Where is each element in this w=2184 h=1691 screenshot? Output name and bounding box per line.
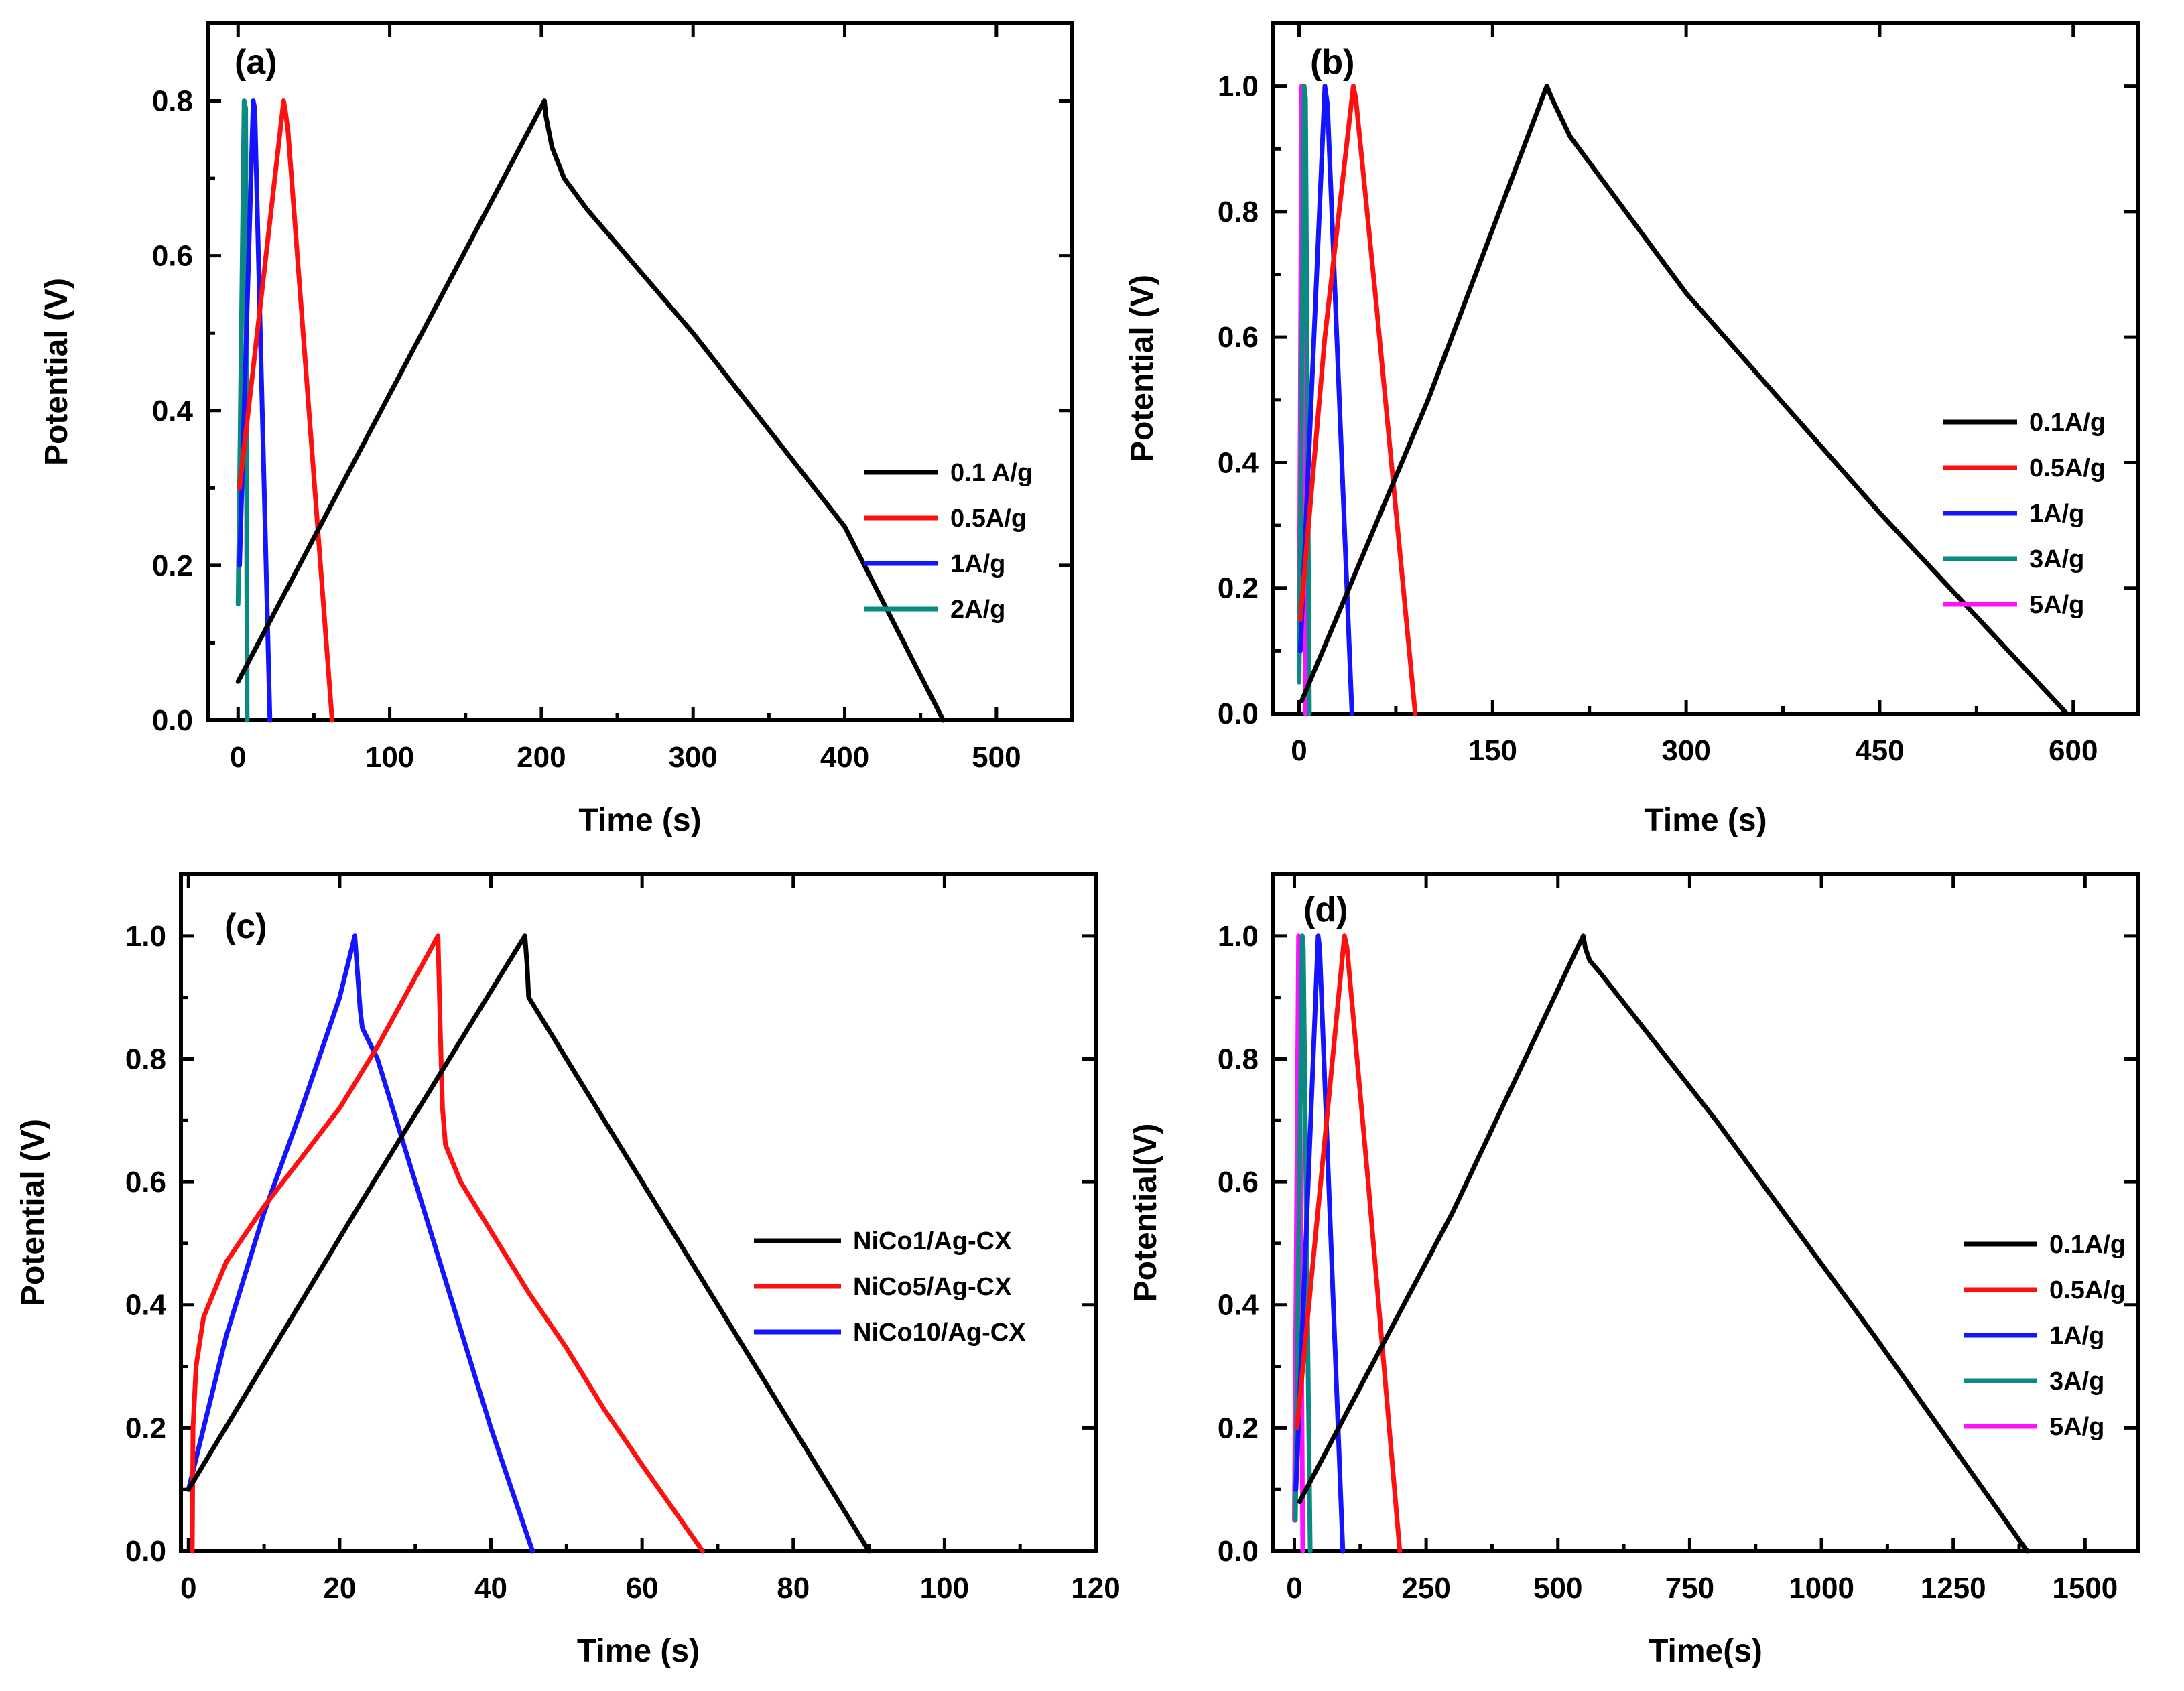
series-line bbox=[237, 98, 273, 723]
y-tick-label: 0.6 bbox=[152, 240, 193, 273]
legend-label: 3A/g bbox=[2049, 1367, 2104, 1396]
legend-label: NiCo10/Ag-CX bbox=[853, 1318, 1026, 1347]
plot-frame bbox=[1271, 21, 2140, 716]
y-tick-label: 1.0 bbox=[125, 920, 166, 953]
y-tick-label: 0.0 bbox=[1218, 697, 1259, 730]
y-tick-label: 0.2 bbox=[1218, 1412, 1259, 1444]
y-tick-label: 0.2 bbox=[152, 549, 193, 582]
legend-label: 0.1A/g bbox=[2049, 1231, 2126, 1259]
y-axis-label: Potential (V) bbox=[39, 278, 74, 466]
x-tick-label: 100 bbox=[920, 1572, 969, 1605]
y-tick-label: 0.8 bbox=[125, 1042, 166, 1075]
y-tick-label: 0.6 bbox=[125, 1166, 166, 1199]
series-line bbox=[237, 98, 335, 723]
x-axis-label: Time (s) bbox=[1644, 803, 1767, 838]
y-tick-label: 0.2 bbox=[125, 1412, 166, 1444]
x-axis-label: Time (s) bbox=[578, 803, 701, 838]
panel-label: (c) bbox=[224, 907, 267, 946]
x-tick-label: 150 bbox=[1468, 734, 1517, 767]
y-tick-label: 0.6 bbox=[1218, 1166, 1259, 1199]
legend-label: 5A/g bbox=[2049, 1413, 2104, 1441]
y-tick-label: 0.8 bbox=[1218, 1042, 1259, 1075]
y-tick-label: 0.4 bbox=[1218, 446, 1259, 479]
series-line bbox=[235, 98, 946, 723]
legend-label: 1A/g bbox=[950, 550, 1005, 578]
plot-frame bbox=[1271, 872, 2140, 1553]
series-line bbox=[1297, 84, 1312, 716]
panel-label: (b) bbox=[1310, 43, 1354, 82]
x-tick-label: 500 bbox=[972, 741, 1021, 774]
y-tick-label: 0.8 bbox=[152, 85, 193, 118]
x-tick-label: 400 bbox=[820, 741, 869, 774]
x-tick-label: 100 bbox=[365, 741, 414, 774]
y-tick-label: 0.0 bbox=[152, 704, 193, 737]
y-tick-label: 0.0 bbox=[125, 1535, 166, 1568]
y-tick-label: 0.4 bbox=[1218, 1289, 1259, 1322]
x-tick-label: 80 bbox=[777, 1572, 810, 1605]
x-tick-label: 0 bbox=[180, 1572, 196, 1605]
legend-label: 5A/g bbox=[2029, 591, 2084, 619]
panel-label: (a) bbox=[235, 43, 277, 82]
series-line bbox=[190, 933, 705, 1554]
x-tick-label: 450 bbox=[1855, 734, 1904, 767]
series-line bbox=[186, 933, 872, 1554]
legend-label: 1A/g bbox=[2029, 500, 2084, 528]
legend-label: 0.5A/g bbox=[2049, 1276, 2126, 1304]
legend-label: NiCo5/Ag-CX bbox=[853, 1273, 1012, 1301]
legend-label: 0.5A/g bbox=[2029, 454, 2106, 482]
x-axis-label: Time(s) bbox=[1649, 1633, 1762, 1669]
x-tick-label: 0 bbox=[1291, 734, 1307, 767]
y-axis-label: Potential(V) bbox=[1128, 1124, 1163, 1302]
x-tick-label: 300 bbox=[668, 741, 717, 774]
plot-frame bbox=[179, 872, 1098, 1553]
y-axis-label: Potential (V) bbox=[15, 1119, 51, 1306]
x-tick-label: 1500 bbox=[2052, 1572, 2118, 1605]
x-tick-label: 1000 bbox=[1789, 1572, 1854, 1605]
x-tick-label: 0 bbox=[1286, 1572, 1302, 1605]
y-tick-label: 0.6 bbox=[1218, 321, 1259, 354]
y-tick-label: 0.0 bbox=[1218, 1535, 1259, 1568]
x-tick-label: 120 bbox=[1071, 1572, 1120, 1605]
legend-label: NiCo1/Ag-CX bbox=[853, 1227, 1012, 1256]
x-tick-label: 1250 bbox=[1921, 1572, 1986, 1605]
legend-label: 2A/g bbox=[950, 596, 1005, 624]
x-tick-label: 0 bbox=[230, 741, 246, 774]
legend-label: 0.1A/g bbox=[2029, 409, 2106, 437]
x-tick-label: 500 bbox=[1533, 1572, 1582, 1605]
series-line bbox=[1297, 933, 2030, 1554]
x-tick-label: 200 bbox=[517, 741, 566, 774]
y-tick-label: 1.0 bbox=[1218, 70, 1259, 103]
x-tick-label: 600 bbox=[2049, 734, 2098, 767]
legend-label: 0.1 A/g bbox=[950, 459, 1033, 487]
x-axis-label: Time (s) bbox=[577, 1633, 700, 1669]
y-axis-label: Potential (V) bbox=[1125, 275, 1160, 462]
panel-c: 0 20 40 60 80 100 120 0.0 0.2 0.4 0.6 0.8 1.0 Time (s… bbox=[15, 872, 1120, 1669]
series-line bbox=[1297, 84, 1354, 716]
series-line bbox=[1297, 84, 1418, 716]
x-tick-label: 300 bbox=[1661, 734, 1710, 767]
panel-a: 0 100 200 300 400 500 0.0 0.2 0.4 0.6 0.8 Time (s) P… bbox=[39, 21, 1074, 838]
y-tick-label: 0.2 bbox=[1218, 572, 1259, 605]
legend-label: 0.5A/g bbox=[950, 504, 1027, 533]
legend-label: 3A/g bbox=[2029, 545, 2084, 573]
x-tick-label: 750 bbox=[1665, 1572, 1714, 1605]
series-line bbox=[1294, 933, 1403, 1554]
panel-b: 0 150 300 450 600 0.0 0.2 0.4 0.6 0.8 1.0 Time (s) P… bbox=[1125, 21, 2140, 838]
panel-label: (d) bbox=[1303, 890, 1348, 929]
y-tick-label: 1.0 bbox=[1218, 920, 1259, 953]
legend-label: 1A/g bbox=[2049, 1322, 2104, 1350]
plot-frame bbox=[206, 21, 1074, 722]
panel-d: 0 250 500 750 1000 1250 1500 0.0 0.2 0.4 0.6 0.8 1.0… bbox=[1128, 872, 2140, 1669]
x-tick-label: 40 bbox=[474, 1572, 507, 1605]
y-tick-label: 0.4 bbox=[152, 395, 194, 427]
x-tick-label: 250 bbox=[1401, 1572, 1450, 1605]
x-tick-label: 60 bbox=[626, 1572, 659, 1605]
y-tick-label: 0.4 bbox=[125, 1289, 167, 1322]
x-tick-label: 20 bbox=[323, 1572, 356, 1605]
y-tick-label: 0.8 bbox=[1218, 196, 1259, 228]
series-line bbox=[1299, 84, 2069, 716]
series-line bbox=[1293, 933, 1346, 1554]
